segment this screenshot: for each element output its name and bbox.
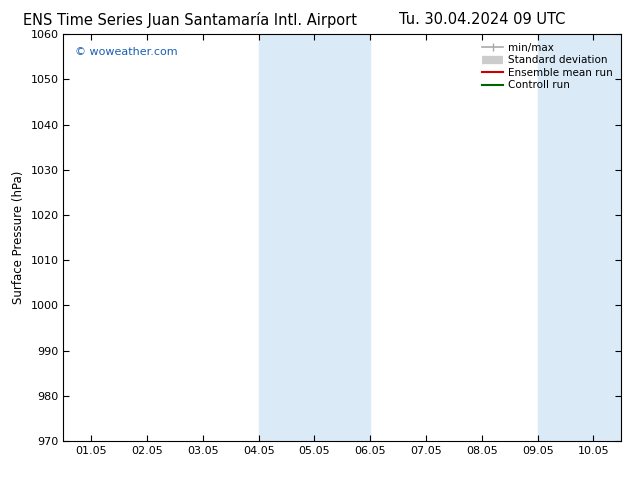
- Bar: [259, 34, 370, 441]
- Y-axis label: Surface Pressure (hPa): Surface Pressure (hPa): [12, 171, 25, 304]
- Bar: [538, 34, 621, 441]
- Legend: min/max, Standard deviation, Ensemble mean run, Controll run: min/max, Standard deviation, Ensemble me…: [479, 40, 616, 94]
- Text: © woweather.com: © woweather.com: [75, 47, 177, 56]
- Text: ENS Time Series Juan Santamaría Intl. Airport: ENS Time Series Juan Santamaría Intl. Ai…: [23, 12, 357, 28]
- Text: Tu. 30.04.2024 09 UTC: Tu. 30.04.2024 09 UTC: [399, 12, 565, 27]
